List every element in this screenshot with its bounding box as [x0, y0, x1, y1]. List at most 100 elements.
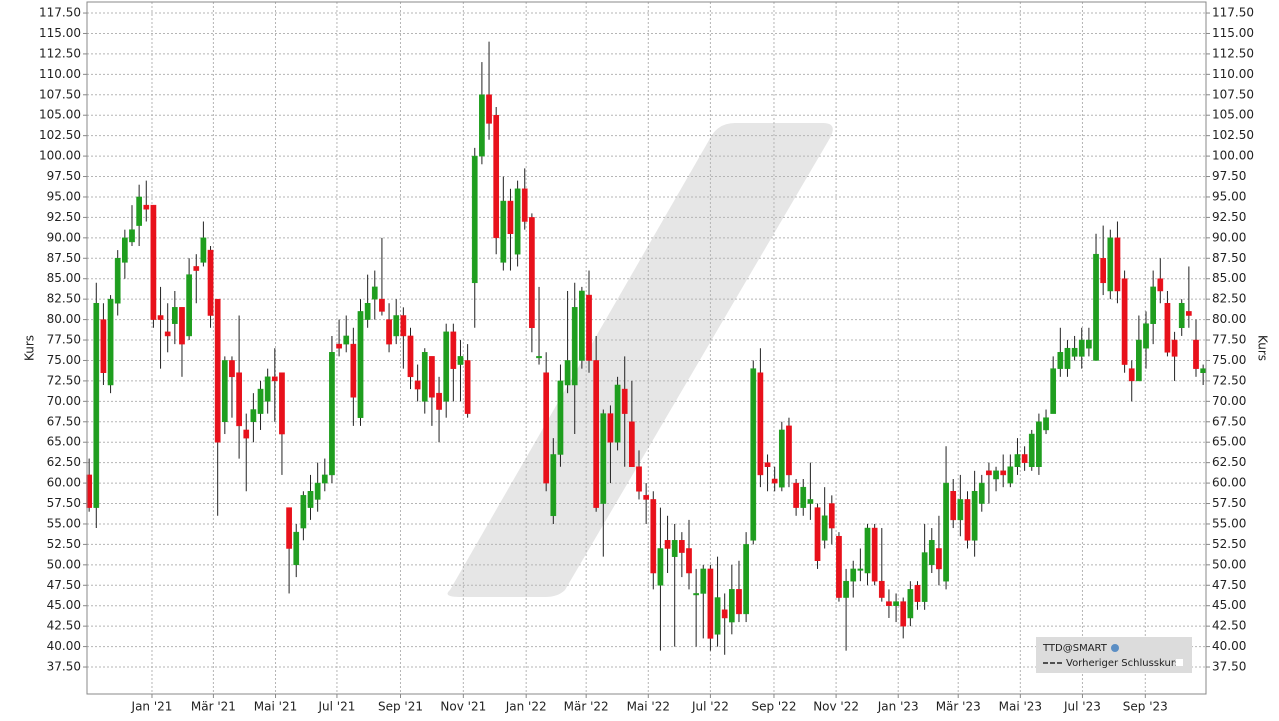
candle-body [700, 568, 707, 594]
candle-body [764, 462, 771, 467]
y2-tick-label: 117.50 [1212, 6, 1254, 20]
candle-body [364, 302, 371, 320]
x-tick-label: Sep '21 [378, 700, 423, 714]
y2-tick-label: 75.00 [1212, 353, 1246, 367]
candle-body [100, 319, 107, 373]
candle-body [978, 482, 985, 504]
candle-body [557, 380, 564, 455]
candle-body [871, 527, 878, 582]
candle-body [379, 298, 385, 312]
candle-body [878, 580, 885, 598]
candle-body [636, 466, 642, 492]
y-tick-label: 87.50 [47, 251, 81, 265]
candle-body [593, 360, 600, 508]
candle-body [957, 499, 964, 521]
candle-body [429, 356, 435, 398]
y2-tick-label: 107.50 [1212, 87, 1254, 101]
y2-tick-label: 110.00 [1212, 67, 1254, 81]
candle-body [1150, 286, 1157, 324]
candle-body [629, 421, 635, 467]
y-tick-label: 80.00 [47, 312, 81, 326]
y2-tick-label: 40.00 [1212, 639, 1246, 653]
candle-body [1128, 368, 1135, 382]
candle-body [1100, 258, 1107, 284]
candle-body [807, 499, 814, 504]
candle-body [407, 335, 414, 378]
candle-body [264, 376, 271, 402]
candle-body [479, 94, 485, 157]
y2-tick-label: 72.50 [1212, 373, 1246, 387]
y-tick-label: 65.00 [47, 435, 81, 449]
candle-body [221, 360, 228, 423]
candle-body [250, 409, 257, 423]
candle-body [321, 474, 328, 484]
candle-body [350, 343, 357, 398]
candle-body [1064, 347, 1071, 369]
x-tick-label: Jul '23 [1063, 700, 1101, 714]
y-tick-label: 100.00 [39, 149, 81, 163]
candle-body [271, 376, 278, 382]
y2-tick-label: 100.00 [1212, 149, 1254, 163]
candle-body [521, 188, 528, 222]
candle-body [928, 540, 935, 566]
legend-box [1036, 637, 1192, 673]
y2-tick-label: 97.50 [1212, 169, 1246, 183]
candle-body [1086, 339, 1092, 349]
candle-body [257, 388, 264, 414]
candle-body [850, 568, 857, 582]
candle-body [800, 486, 807, 508]
y2-tick-label: 87.50 [1212, 251, 1246, 265]
candle-body [157, 315, 164, 320]
candle-body [714, 597, 721, 635]
y-tick-label: 112.50 [39, 46, 81, 60]
candle-body [750, 368, 757, 541]
candle-body [121, 237, 128, 263]
candle-body [778, 429, 785, 488]
candle-body [1071, 347, 1078, 357]
candle-body [493, 114, 500, 239]
candle-body [1164, 302, 1171, 353]
candle-body [1078, 339, 1085, 357]
y2-tick-label: 105.00 [1212, 108, 1254, 122]
candle-body [936, 548, 942, 570]
candle-body [814, 507, 821, 562]
y-tick-label: 42.50 [47, 619, 81, 633]
candle-body [307, 491, 314, 508]
candle-body [621, 388, 628, 414]
candle-body [857, 568, 864, 571]
y-tick-label: 60.00 [47, 476, 81, 490]
legend: TTD@SMART Vorheriger Schlusskurs [1036, 637, 1192, 673]
y2-tick-label: 70.00 [1212, 394, 1246, 408]
candle-body [921, 552, 928, 602]
candle-body [728, 589, 735, 623]
candle-body [964, 499, 971, 541]
candle-body [150, 204, 157, 320]
candle-body [200, 237, 207, 263]
candle-body [507, 200, 514, 235]
y-tick-label: 57.50 [47, 496, 81, 510]
candle-body [678, 540, 685, 553]
candle-body [1200, 368, 1206, 373]
y-tick-label: 97.50 [47, 169, 81, 183]
y2-tick-label: 62.50 [1212, 455, 1246, 469]
y2-tick-label: 112.50 [1212, 46, 1254, 60]
y2-tick-label: 60.00 [1212, 476, 1246, 490]
candle-body [600, 413, 607, 504]
y2-axis-label: Kurs [1256, 335, 1270, 361]
candle-body [971, 491, 978, 541]
candle-body [986, 470, 992, 476]
x-tick-label: Jul '21 [317, 700, 355, 714]
candle-body [136, 196, 142, 226]
candle-body [1186, 311, 1192, 316]
y2-tick-label: 47.50 [1212, 578, 1246, 592]
candle-body [529, 217, 535, 329]
candle-body [564, 360, 571, 386]
candle-body [586, 294, 592, 361]
candle-body [186, 274, 192, 337]
candle-body [914, 585, 921, 602]
candle-body [736, 589, 742, 615]
candle-body [1114, 237, 1121, 292]
candle-body [550, 454, 557, 517]
candle-body [293, 531, 300, 566]
